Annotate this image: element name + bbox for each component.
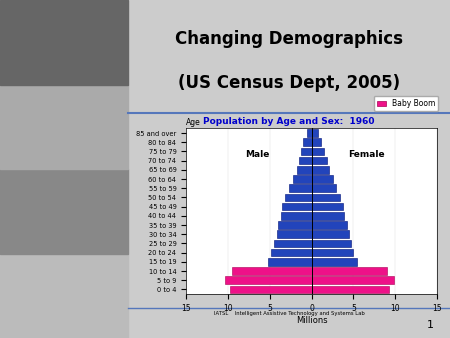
Bar (312, 185, 336, 192)
Text: Age: Age (186, 118, 201, 127)
Bar (312, 166, 329, 174)
Bar (306, 129, 312, 137)
Text: IATSL    Intelligent Assistive Technology and Systems Lab: IATSL Intelligent Assistive Technology a… (214, 311, 364, 316)
Bar (312, 212, 344, 220)
Bar (312, 231, 349, 238)
Bar (312, 175, 333, 183)
Bar (312, 203, 342, 211)
Bar (0, 254, 128, 338)
Bar (0, 0, 128, 84)
Text: Changing Demographics: Changing Demographics (175, 30, 403, 48)
Bar (312, 129, 318, 137)
Bar (282, 203, 312, 211)
Bar (312, 286, 389, 293)
Bar (312, 194, 340, 201)
Text: Male: Male (245, 150, 270, 159)
Bar (278, 221, 312, 229)
Bar (276, 231, 312, 238)
Bar (312, 157, 327, 164)
Bar (225, 276, 312, 284)
X-axis label: Millions: Millions (296, 316, 328, 324)
Bar (312, 240, 351, 247)
Bar (312, 267, 387, 275)
Bar (0, 169, 128, 254)
Bar (230, 286, 312, 293)
Bar (232, 267, 312, 275)
Text: Population by Age and Sex:  1960: Population by Age and Sex: 1960 (203, 117, 375, 126)
Bar (0, 84, 128, 169)
Bar (312, 221, 347, 229)
Bar (312, 276, 394, 284)
Bar (301, 148, 312, 155)
Legend: Baby Boom: Baby Boom (374, 96, 438, 111)
Bar (281, 212, 312, 220)
Bar (271, 249, 312, 257)
Bar (303, 139, 312, 146)
Bar (289, 185, 312, 192)
Bar (293, 175, 312, 183)
Bar (274, 240, 312, 247)
Bar (312, 249, 354, 257)
Bar (312, 148, 324, 155)
Bar (285, 194, 312, 201)
Bar (268, 258, 312, 266)
Bar (312, 258, 357, 266)
Bar (297, 166, 312, 174)
Text: (US Census Dept, 2005): (US Census Dept, 2005) (178, 74, 400, 92)
Bar (299, 157, 312, 164)
Text: 1: 1 (427, 319, 434, 330)
Text: Female: Female (348, 150, 384, 159)
Bar (312, 139, 321, 146)
